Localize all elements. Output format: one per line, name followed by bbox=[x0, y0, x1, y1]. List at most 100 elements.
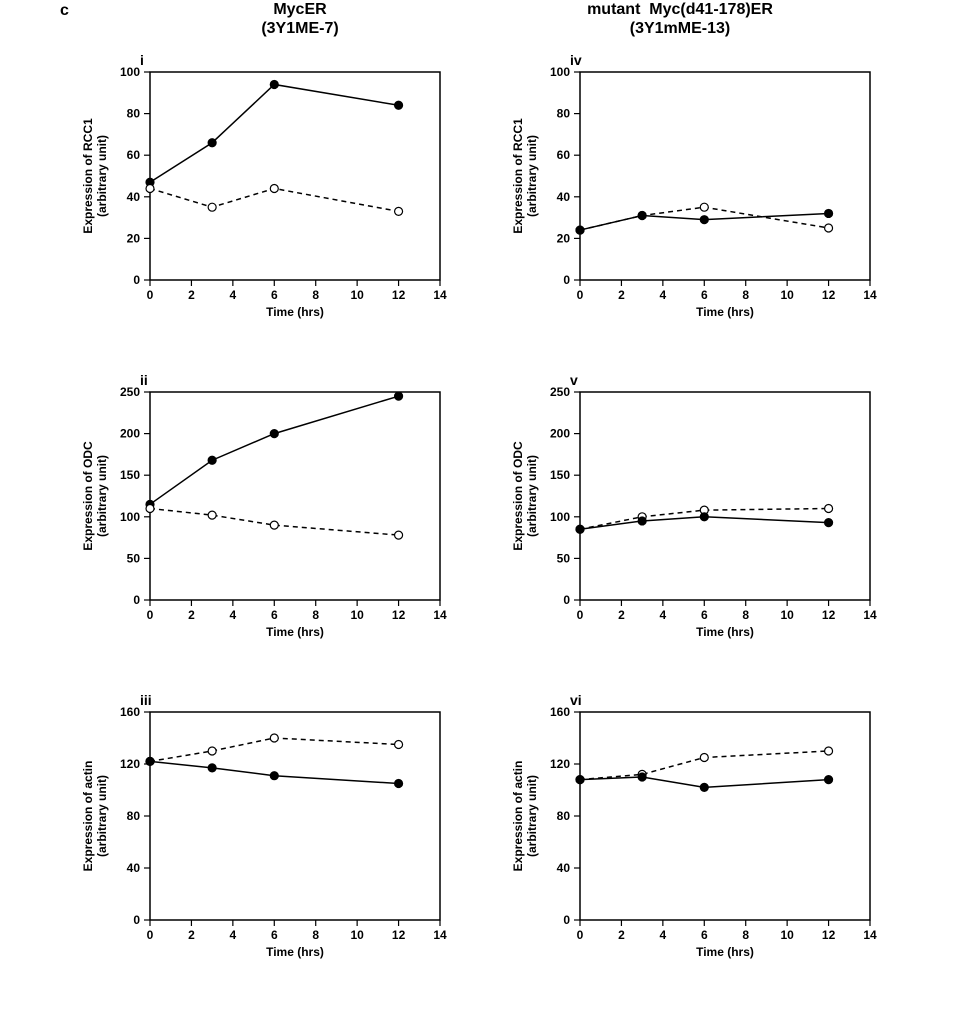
svg-text:0: 0 bbox=[133, 273, 140, 287]
svg-text:2: 2 bbox=[188, 608, 195, 622]
svg-text:150: 150 bbox=[550, 468, 570, 482]
svg-text:4: 4 bbox=[230, 608, 237, 622]
svg-text:0: 0 bbox=[133, 913, 140, 927]
x-axis-label: Time (hrs) bbox=[696, 305, 754, 319]
panel-id-label: v bbox=[570, 372, 578, 388]
svg-text:2: 2 bbox=[618, 928, 625, 942]
svg-text:80: 80 bbox=[557, 809, 571, 823]
svg-text:100: 100 bbox=[550, 65, 570, 79]
panel-v: v02468101214050100150200250Time (hrs)Exp… bbox=[510, 370, 880, 650]
svg-text:250: 250 bbox=[120, 385, 140, 399]
svg-text:2: 2 bbox=[188, 928, 195, 942]
svg-text:6: 6 bbox=[701, 288, 708, 302]
svg-text:160: 160 bbox=[550, 705, 570, 719]
svg-text:10: 10 bbox=[350, 288, 364, 302]
panel-id-label: iii bbox=[140, 692, 152, 708]
svg-text:4: 4 bbox=[660, 288, 667, 302]
chart-svg: 02468101214050100150200250Time (hrs)Expr… bbox=[510, 370, 880, 650]
svg-text:14: 14 bbox=[433, 608, 447, 622]
svg-text:8: 8 bbox=[312, 608, 319, 622]
panel-vi: vi0246810121404080120160Time (hrs)Expres… bbox=[510, 690, 880, 970]
svg-text:10: 10 bbox=[350, 928, 364, 942]
svg-text:120: 120 bbox=[550, 757, 570, 771]
svg-text:6: 6 bbox=[701, 928, 708, 942]
panel-iv: iv02468101214020406080100Time (hrs)Expre… bbox=[510, 50, 880, 330]
svg-text:120: 120 bbox=[120, 757, 140, 771]
svg-text:50: 50 bbox=[127, 551, 141, 565]
panel-ii: ii02468101214050100150200250Time (hrs)Ex… bbox=[80, 370, 450, 650]
figure-panel-label: c bbox=[60, 2, 69, 20]
svg-text:0: 0 bbox=[133, 593, 140, 607]
svg-text:0: 0 bbox=[577, 608, 584, 622]
x-axis-label: Time (hrs) bbox=[266, 625, 324, 639]
svg-text:8: 8 bbox=[742, 288, 749, 302]
svg-text:250: 250 bbox=[550, 385, 570, 399]
svg-text:40: 40 bbox=[557, 190, 571, 204]
svg-text:60: 60 bbox=[557, 148, 571, 162]
panel-id-label: vi bbox=[570, 692, 582, 708]
svg-text:6: 6 bbox=[701, 608, 708, 622]
svg-text:0: 0 bbox=[147, 288, 154, 302]
svg-text:80: 80 bbox=[127, 107, 141, 121]
svg-text:0: 0 bbox=[563, 913, 570, 927]
svg-text:10: 10 bbox=[780, 928, 794, 942]
svg-text:0: 0 bbox=[577, 288, 584, 302]
svg-text:12: 12 bbox=[392, 288, 406, 302]
x-axis-label: Time (hrs) bbox=[266, 305, 324, 319]
svg-text:40: 40 bbox=[557, 861, 571, 875]
y-axis-label: Expression of ODC(arbitrary unit) bbox=[81, 441, 109, 551]
svg-text:4: 4 bbox=[230, 288, 237, 302]
column-header-right: mutant Myc(d41-178)ER (3Y1mME-13) bbox=[550, 0, 810, 38]
svg-text:14: 14 bbox=[433, 288, 447, 302]
svg-text:4: 4 bbox=[230, 928, 237, 942]
y-axis-label: Expression of actin(arbitrary unit) bbox=[511, 761, 539, 872]
panel-id-label: ii bbox=[140, 372, 148, 388]
svg-text:100: 100 bbox=[550, 510, 570, 524]
svg-text:8: 8 bbox=[312, 288, 319, 302]
svg-text:12: 12 bbox=[822, 288, 836, 302]
svg-text:12: 12 bbox=[822, 608, 836, 622]
svg-text:6: 6 bbox=[271, 928, 278, 942]
y-axis-label: Expression of ODC(arbitrary unit) bbox=[511, 441, 539, 551]
svg-text:10: 10 bbox=[780, 288, 794, 302]
chart-svg: 02468101214020406080100Time (hrs)Express… bbox=[80, 50, 450, 330]
svg-text:14: 14 bbox=[433, 928, 447, 942]
svg-text:14: 14 bbox=[863, 928, 877, 942]
svg-text:12: 12 bbox=[392, 608, 406, 622]
svg-text:0: 0 bbox=[147, 928, 154, 942]
svg-text:160: 160 bbox=[120, 705, 140, 719]
svg-text:14: 14 bbox=[863, 608, 877, 622]
svg-text:12: 12 bbox=[392, 928, 406, 942]
panel-id-label: i bbox=[140, 52, 144, 68]
column-header-left: MycER (3Y1ME-7) bbox=[170, 0, 430, 38]
svg-text:6: 6 bbox=[271, 608, 278, 622]
svg-text:40: 40 bbox=[127, 190, 141, 204]
svg-text:200: 200 bbox=[550, 427, 570, 441]
chart-svg: 0246810121404080120160Time (hrs)Expressi… bbox=[510, 690, 880, 970]
chart-svg: 02468101214020406080100Time (hrs)Express… bbox=[510, 50, 880, 330]
svg-text:20: 20 bbox=[127, 231, 141, 245]
svg-text:2: 2 bbox=[618, 608, 625, 622]
y-axis-label: Expression of actin(arbitrary unit) bbox=[81, 761, 109, 872]
svg-text:50: 50 bbox=[557, 551, 571, 565]
svg-text:80: 80 bbox=[127, 809, 141, 823]
x-axis-label: Time (hrs) bbox=[266, 945, 324, 959]
svg-text:150: 150 bbox=[120, 468, 140, 482]
svg-text:2: 2 bbox=[188, 288, 195, 302]
svg-text:8: 8 bbox=[312, 928, 319, 942]
svg-text:0: 0 bbox=[563, 593, 570, 607]
chart-svg: 02468101214050100150200250Time (hrs)Expr… bbox=[80, 370, 450, 650]
svg-text:200: 200 bbox=[120, 427, 140, 441]
svg-text:20: 20 bbox=[557, 231, 571, 245]
svg-text:12: 12 bbox=[822, 928, 836, 942]
svg-text:10: 10 bbox=[350, 608, 364, 622]
svg-text:14: 14 bbox=[863, 288, 877, 302]
svg-text:0: 0 bbox=[147, 608, 154, 622]
svg-text:8: 8 bbox=[742, 608, 749, 622]
svg-text:4: 4 bbox=[660, 608, 667, 622]
svg-text:2: 2 bbox=[618, 288, 625, 302]
panel-id-label: iv bbox=[570, 52, 582, 68]
svg-text:0: 0 bbox=[563, 273, 570, 287]
svg-text:4: 4 bbox=[660, 928, 667, 942]
panel-iii: iii0246810121404080120160Time (hrs)Expre… bbox=[80, 690, 450, 970]
